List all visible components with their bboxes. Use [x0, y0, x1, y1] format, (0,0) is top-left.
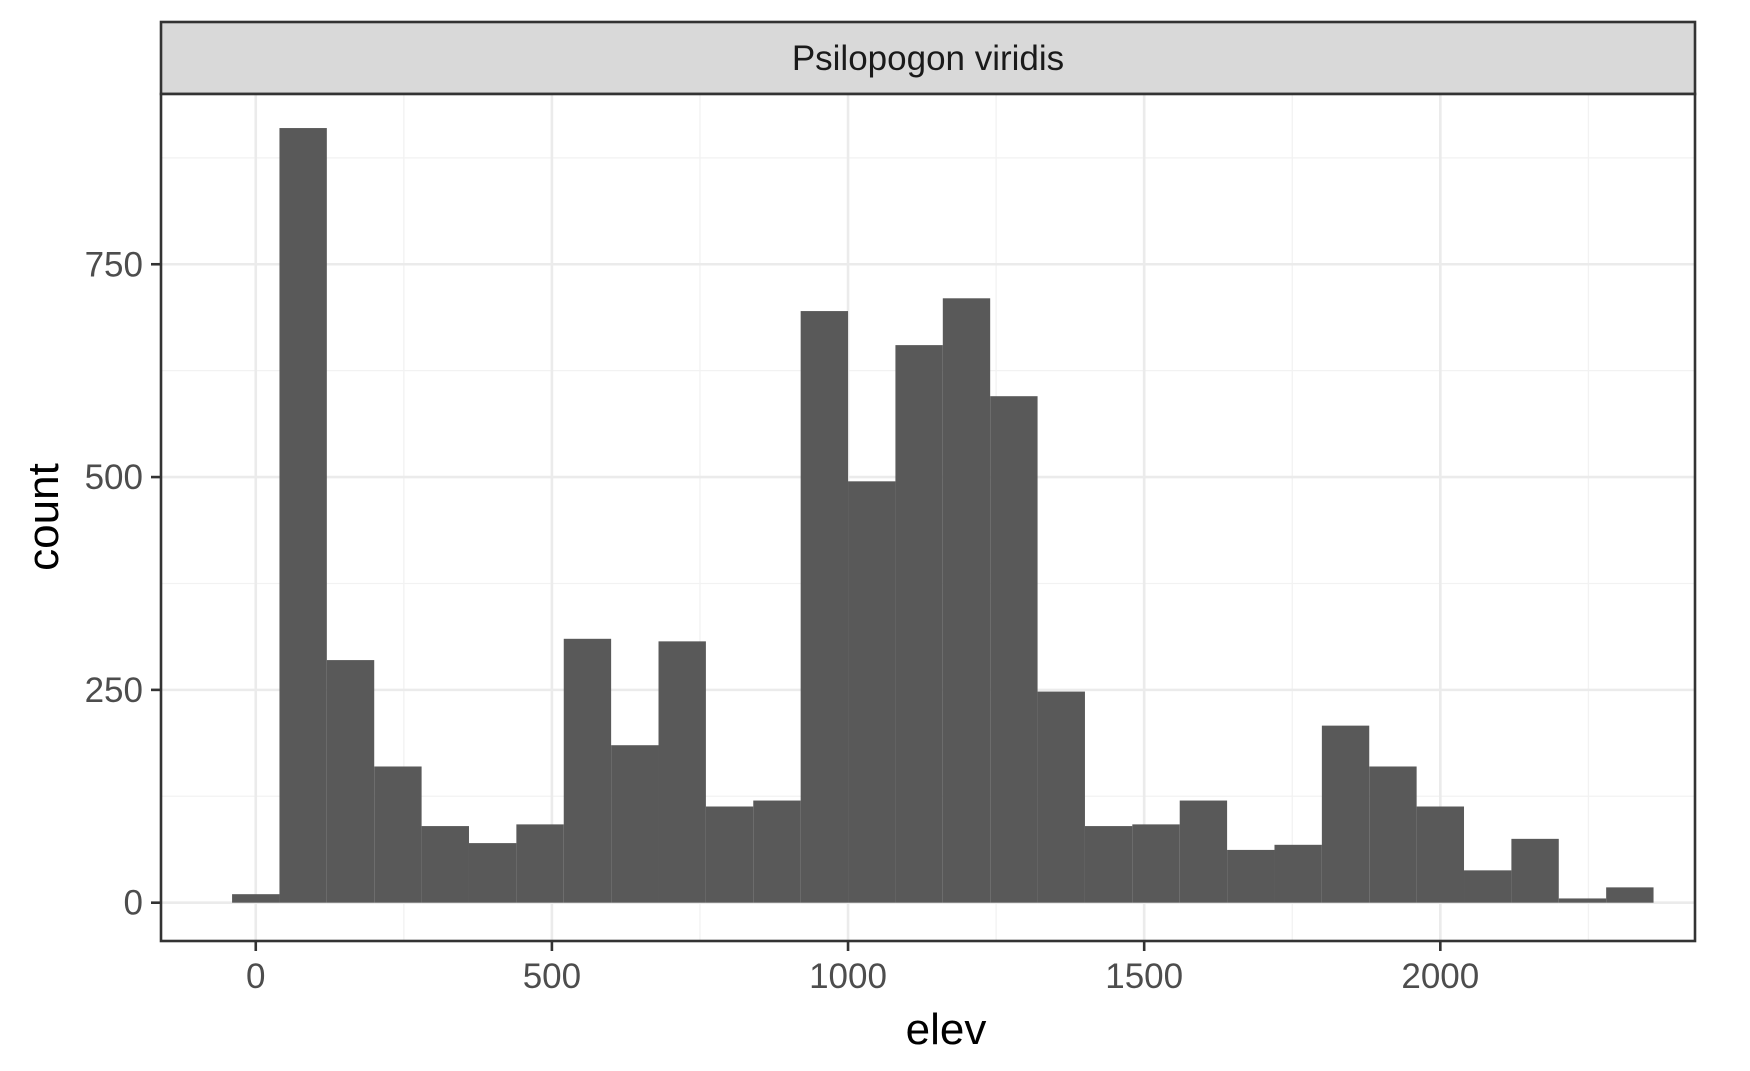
- histogram-bar: [232, 894, 280, 903]
- x-tick-label: 500: [523, 957, 581, 996]
- y-tick-label: 0: [124, 884, 143, 923]
- panel-border: [159, 92, 1697, 943]
- histogram-bar: [421, 826, 469, 903]
- histogram-bar: [468, 843, 517, 903]
- histogram-bar: [942, 298, 991, 903]
- histogram-bar: [1037, 691, 1085, 903]
- histogram-bar: [279, 128, 327, 903]
- histogram-bar: [1558, 898, 1607, 903]
- histogram-bar: [1274, 844, 1322, 903]
- x-axis-title: elev: [906, 1005, 987, 1054]
- histogram-bar: [326, 660, 375, 903]
- facet-label: Psilopogon viridis: [792, 39, 1064, 78]
- histogram-bar: [658, 641, 706, 903]
- histogram-bar: [800, 311, 849, 903]
- histogram-bars: [232, 128, 1654, 903]
- histogram-bar: [1511, 838, 1559, 903]
- histogram-bar: [1416, 806, 1465, 903]
- histogram-bar: [1606, 887, 1654, 903]
- y-axis: 0 250 500 750: [85, 245, 161, 923]
- histogram-bar: [753, 800, 801, 903]
- histogram-bar: [1179, 800, 1228, 903]
- histogram-bar: [1132, 824, 1180, 903]
- y-tick-label: 250: [85, 671, 143, 710]
- x-tick-label: 1500: [1105, 957, 1183, 996]
- y-axis-title: count: [19, 463, 68, 571]
- y-tick-label: 750: [85, 245, 143, 284]
- x-tick-label: 1000: [809, 957, 887, 996]
- histogram-bar: [563, 638, 612, 903]
- histogram-bar: [990, 396, 1038, 903]
- x-tick-label: 2000: [1401, 957, 1479, 996]
- y-tick-label: 500: [85, 458, 143, 497]
- histogram-bar: [1321, 725, 1370, 903]
- histogram-bar: [848, 481, 896, 903]
- histogram-bar: [611, 745, 659, 903]
- histogram-bar: [1084, 826, 1133, 903]
- facet-strip: [159, 20, 1697, 96]
- x-axis: 0 500 1000 1500 2000: [246, 941, 1479, 996]
- histogram-bar: [1227, 849, 1275, 903]
- histogram-bar: [1464, 870, 1512, 903]
- histogram-bar: [516, 824, 564, 903]
- histogram-bar: [374, 766, 422, 903]
- histogram-bar: [1369, 766, 1417, 903]
- histogram-bar: [705, 806, 754, 903]
- histogram-bar: [895, 345, 943, 903]
- x-tick-label: 0: [246, 957, 265, 996]
